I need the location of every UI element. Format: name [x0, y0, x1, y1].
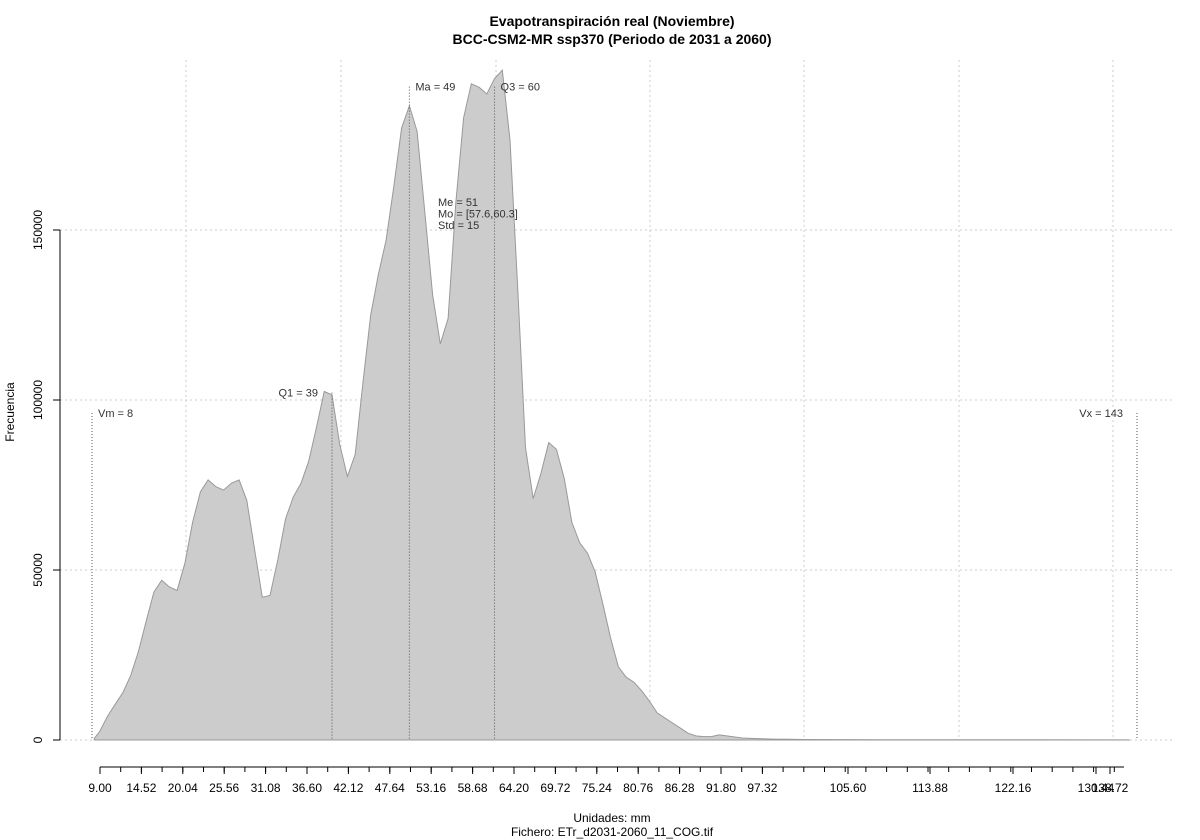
x-tick-label: 86.28 [665, 781, 695, 795]
y-axis-label: Frecuencia [3, 382, 17, 442]
x-tick-label: 69.72 [540, 781, 570, 795]
x-tick-label: 58.68 [458, 781, 488, 795]
stat-label: Me = 51 [438, 197, 478, 209]
annotation-label: Vm = 8 [98, 408, 133, 420]
x-tick-label: 31.08 [251, 781, 281, 795]
y-tick-label: 50000 [31, 553, 45, 587]
x-tick-label: 42.12 [333, 781, 363, 795]
x-tick-label: 53.16 [416, 781, 446, 795]
y-tick-label: 0 [31, 736, 45, 743]
x-tick-label: 80.76 [623, 781, 653, 795]
x-tick-label: 9.00 [88, 781, 112, 795]
x-tick-label: 47.64 [375, 781, 405, 795]
x-tick-label: 130.44 [1078, 781, 1115, 795]
x-tick-label: 105.60 [830, 781, 867, 795]
x-tick-label: 75.24 [582, 781, 612, 795]
x-tick-label: 91.80 [706, 781, 736, 795]
x-tick-label: 14.52 [126, 781, 156, 795]
density-area [93, 69, 1130, 741]
x-tick-label: 138.72 [1092, 781, 1129, 795]
reference-lines [91, 86, 1138, 740]
x-tick-label: 25.56 [209, 781, 239, 795]
footer-filename: Fichero: ETr_d2031-2060_11_COG.tif [511, 825, 714, 839]
x-axis-label: Unidades: mm [573, 811, 650, 825]
annotation-label: Q1 = 39 [279, 388, 318, 400]
annotation-label: Vx = 143 [1079, 408, 1123, 420]
y-tick-label: 150000 [31, 210, 45, 250]
axes: 0 50000 100000 150000 9.00 14.52 20.04 25.56 31.… [31, 210, 1129, 795]
annotations: Vm = 8 Q1 = 39 Ma = 49 Q3 = 60 Vx = 143 Me = … [98, 82, 1123, 420]
x-tick-label: 64.20 [499, 781, 529, 795]
y-tick-label: 100000 [31, 380, 45, 420]
x-tick-label: 97.32 [747, 781, 777, 795]
chart-title: Evapotranspiración real (Noviembre) [489, 13, 734, 29]
x-tick-label: 122.16 [995, 781, 1032, 795]
stat-label: Std = 15 [438, 220, 479, 232]
x-tick-label: 113.88 [912, 781, 948, 795]
density-area-layer [93, 69, 1130, 741]
chart-subtitle: BCC-CSM2-MR ssp370 (Periodo de 2031 a 20… [453, 31, 772, 47]
annotation-label: Ma = 49 [415, 82, 455, 94]
stat-label: Mo = [57.6,60.3] [438, 209, 518, 221]
x-tick-label: 20.04 [168, 781, 198, 795]
x-tick-label: 36.60 [292, 781, 322, 795]
annotation-label: Q3 = 60 [501, 82, 540, 94]
